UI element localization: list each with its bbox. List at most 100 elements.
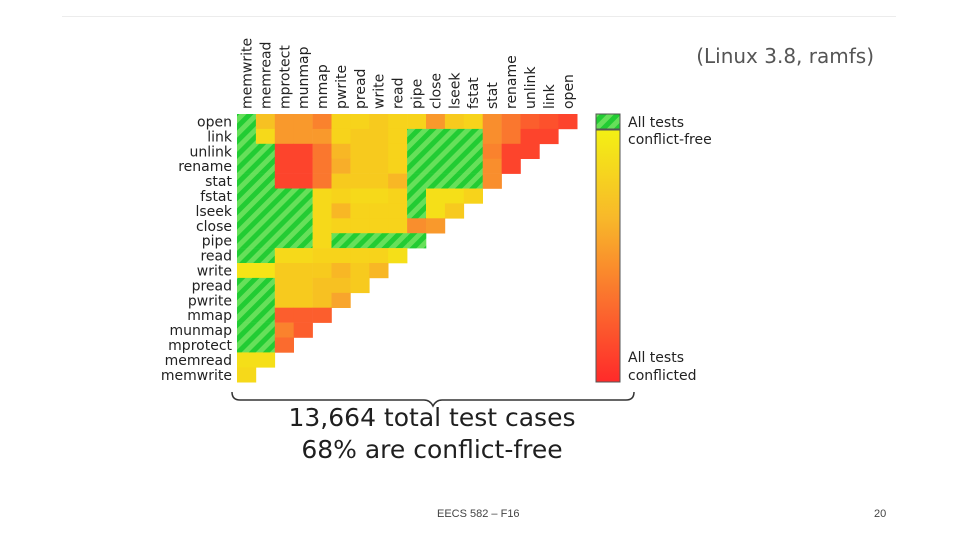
- legend-top-label-1: All tests: [628, 115, 684, 131]
- cell-pread-mprotect: [274, 277, 294, 294]
- cell-open-mmap: [312, 114, 332, 130]
- row-label-pwrite: pwrite: [188, 293, 232, 309]
- row-label-memwrite: memwrite: [161, 368, 232, 384]
- cell-munmap-mprotect: [274, 322, 294, 338]
- cell-pipe-pipe: [407, 233, 427, 249]
- cell-close-pipe: [407, 218, 427, 234]
- cell-link-unlink: [520, 128, 540, 145]
- cell-link-memwrite: [237, 128, 257, 145]
- cell-close-close: [426, 218, 446, 234]
- cell-pwrite-pwrite: [331, 292, 351, 308]
- cell-link-lseek: [444, 128, 465, 145]
- cell-unlink-lseek: [444, 143, 465, 159]
- cell-read-mprotect: [274, 248, 294, 264]
- cell-link-close: [426, 128, 446, 145]
- cell-pwrite-munmap: [293, 292, 313, 308]
- cell-lseek-memwrite: [237, 203, 257, 219]
- cell-write-munmap: [293, 263, 313, 279]
- cell-write-pread: [350, 263, 370, 279]
- legend-bottom-label-1: All tests: [628, 350, 684, 366]
- cell-pread-mmap: [312, 277, 332, 294]
- cell-open-stat: [482, 114, 502, 130]
- column-label-pread: pread: [353, 69, 369, 109]
- column-label-link: link: [542, 83, 558, 109]
- legend-free-swatch: [595, 113, 621, 130]
- row-label-memread: memread: [165, 353, 232, 369]
- cell-write-pwrite: [331, 263, 351, 279]
- cell-link-read: [388, 128, 408, 145]
- cell-close-munmap: [293, 218, 313, 234]
- cell-rename-fstat: [463, 158, 483, 174]
- cell-fstat-mprotect: [274, 188, 294, 204]
- column-label-munmap: munmap: [296, 46, 312, 109]
- cell-open-write: [369, 114, 389, 130]
- column-label-write: write: [372, 74, 388, 109]
- cell-pipe-pwrite: [331, 233, 351, 249]
- cell-link-rename: [501, 128, 521, 145]
- cell-rename-lseek: [444, 158, 465, 174]
- cell-open-memwrite: [237, 114, 257, 130]
- column-label-rename: rename: [504, 55, 520, 109]
- cell-pipe-pread: [350, 233, 370, 249]
- cell-mmap-mprotect: [274, 307, 294, 323]
- cell-open-close: [426, 114, 446, 130]
- cell-lseek-read: [388, 203, 408, 219]
- cell-open-unlink: [520, 114, 540, 130]
- column-label-pwrite: pwrite: [334, 65, 350, 109]
- column-label-lseek: lseek: [447, 72, 463, 109]
- row-label-mmap: mmap: [187, 308, 232, 324]
- footer-course: EECS 582 – F16: [437, 508, 520, 520]
- cell-unlink-munmap: [293, 143, 313, 159]
- cell-link-mprotect: [274, 128, 294, 145]
- cell-memread-memwrite: [237, 352, 257, 368]
- cell-link-pread: [350, 128, 370, 145]
- row-label-link: link: [207, 129, 233, 145]
- cell-stat-memread: [255, 173, 276, 189]
- cell-unlink-pwrite: [331, 143, 351, 159]
- cell-memwrite-memwrite: [237, 367, 257, 383]
- column-label-close: close: [428, 73, 444, 109]
- cell-close-mprotect: [274, 218, 294, 234]
- cell-mprotect-memwrite: [237, 337, 257, 353]
- cell-lseek-lseek: [444, 203, 465, 219]
- cell-write-mprotect: [274, 263, 294, 279]
- cell-unlink-memread: [255, 143, 276, 159]
- summary-total-cases: 13,664 total test cases: [288, 403, 576, 432]
- cell-rename-mmap: [312, 158, 332, 174]
- cell-open-lseek: [444, 114, 465, 130]
- column-label-read: read: [391, 77, 407, 109]
- cell-rename-stat: [482, 158, 502, 174]
- cell-unlink-close: [426, 143, 446, 159]
- cell-read-memwrite: [237, 248, 257, 264]
- cell-pipe-read: [388, 233, 408, 249]
- cell-unlink-pipe: [407, 143, 427, 159]
- cell-fstat-memread: [255, 188, 276, 204]
- cell-lseek-mmap: [312, 203, 332, 219]
- cell-stat-close: [426, 173, 446, 189]
- row-label-rename: rename: [178, 159, 232, 175]
- cell-stat-mprotect: [274, 173, 294, 189]
- cell-unlink-stat: [482, 143, 502, 159]
- cell-mprotect-memread: [255, 337, 276, 353]
- column-label-unlink: unlink: [523, 66, 539, 109]
- cell-stat-pwrite: [331, 173, 351, 189]
- column-label-stat: stat: [485, 82, 501, 109]
- cell-rename-rename: [501, 158, 521, 174]
- column-label-mmap: mmap: [315, 64, 331, 109]
- summary-conflict-free: 68% are conflict-free: [301, 435, 563, 464]
- cell-mmap-memwrite: [237, 307, 257, 323]
- row-label-open: open: [197, 115, 232, 131]
- chart-subtitle: (Linux 3.8, ramfs): [696, 44, 874, 68]
- row-label-mprotect: mprotect: [168, 338, 232, 354]
- cell-link-memread: [255, 128, 276, 145]
- cell-rename-write: [369, 158, 389, 174]
- cell-pwrite-memread: [255, 292, 276, 308]
- cell-fstat-lseek: [444, 188, 465, 204]
- cell-link-write: [369, 128, 389, 145]
- cell-unlink-write: [369, 143, 389, 159]
- cell-rename-munmap: [293, 158, 313, 174]
- cell-lseek-pipe: [407, 203, 427, 219]
- cell-rename-pipe: [407, 158, 427, 174]
- cell-write-write: [369, 263, 389, 279]
- cell-memread-memread: [255, 352, 276, 368]
